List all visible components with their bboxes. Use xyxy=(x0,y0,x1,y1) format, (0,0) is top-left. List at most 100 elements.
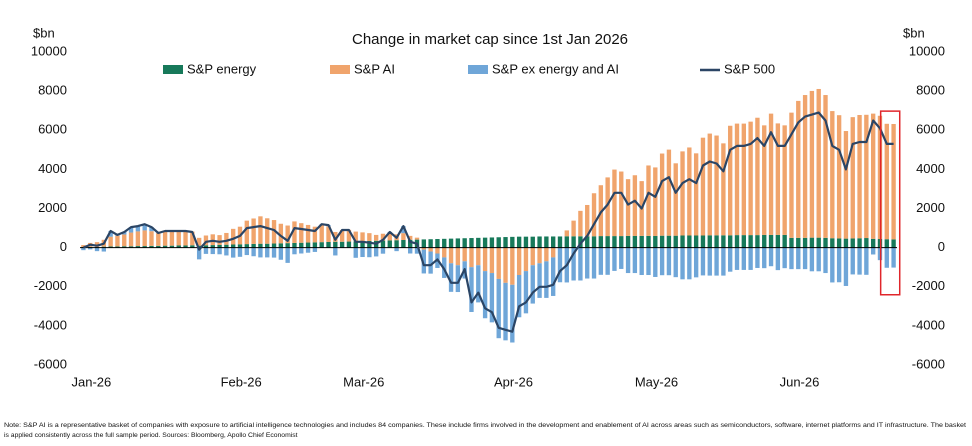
bar xyxy=(755,235,760,248)
bar xyxy=(796,100,801,238)
bar xyxy=(891,239,896,248)
bar xyxy=(796,237,801,248)
x-tick-label: Jan-26 xyxy=(72,374,112,389)
bar xyxy=(496,247,501,279)
bar xyxy=(768,234,774,248)
bar xyxy=(442,238,447,248)
bar xyxy=(544,247,549,262)
bar xyxy=(81,245,86,248)
bar xyxy=(394,240,399,248)
bar xyxy=(326,241,331,248)
bar xyxy=(551,257,556,296)
bar xyxy=(768,247,774,267)
bar xyxy=(693,235,699,248)
bar xyxy=(122,231,127,235)
y-tick-label: 6000 xyxy=(38,122,67,137)
bar xyxy=(530,265,535,304)
bar xyxy=(755,117,760,236)
bar xyxy=(857,238,862,248)
bar xyxy=(156,233,161,246)
bar xyxy=(135,226,141,232)
bar xyxy=(428,251,433,274)
bar xyxy=(122,246,127,248)
bar xyxy=(448,263,454,292)
bar xyxy=(516,275,522,318)
bar xyxy=(496,237,501,248)
bar xyxy=(748,247,753,270)
legend-label: S&P ex energy and AI xyxy=(492,61,619,76)
bar xyxy=(734,247,740,270)
y-tick-label: -4000 xyxy=(34,317,67,332)
line-series xyxy=(82,111,894,333)
bar xyxy=(891,247,896,268)
bar xyxy=(176,231,181,246)
bar xyxy=(408,235,413,240)
bar xyxy=(864,114,869,239)
bar xyxy=(544,261,549,298)
bar xyxy=(299,247,304,254)
bar xyxy=(135,246,141,248)
bar xyxy=(864,238,869,248)
bar xyxy=(380,233,386,241)
bar xyxy=(816,88,821,238)
bar xyxy=(809,237,815,248)
bar xyxy=(373,234,379,241)
bar xyxy=(414,237,420,240)
bar xyxy=(748,235,753,248)
bar xyxy=(108,246,113,248)
y-tick-label: 2000 xyxy=(38,200,67,215)
bar xyxy=(721,247,726,276)
bar xyxy=(265,243,270,248)
bar xyxy=(571,236,576,248)
legend-label: S&P energy xyxy=(187,61,257,76)
bar xyxy=(271,247,277,258)
bar xyxy=(612,247,617,271)
bar xyxy=(557,247,563,283)
bar xyxy=(122,234,127,247)
bar xyxy=(823,237,828,248)
bar xyxy=(251,247,256,257)
footnote: is applied consistently across the full … xyxy=(4,432,298,439)
bar xyxy=(659,153,665,236)
bar xyxy=(782,247,787,269)
bar xyxy=(639,247,644,276)
bar xyxy=(88,247,93,250)
bar xyxy=(482,247,488,272)
bar xyxy=(571,220,576,237)
bar xyxy=(442,247,447,258)
bar xyxy=(142,246,147,248)
bar xyxy=(169,230,175,246)
bar xyxy=(128,232,134,247)
bar xyxy=(373,247,379,257)
bar xyxy=(830,111,835,239)
bar xyxy=(830,247,835,283)
bar xyxy=(387,240,392,248)
y2-tick-label: 10000 xyxy=(909,43,945,58)
bar xyxy=(666,149,672,236)
bar xyxy=(128,246,134,248)
bar xyxy=(843,131,849,239)
bar xyxy=(870,247,876,255)
bar xyxy=(292,221,297,243)
bar xyxy=(741,247,746,270)
bar xyxy=(728,125,733,236)
bar xyxy=(401,239,406,248)
bar xyxy=(789,247,794,270)
bar xyxy=(551,236,556,248)
bar xyxy=(251,243,256,248)
bar xyxy=(591,193,597,237)
footnote: Note: S&P AI is a representative basket … xyxy=(4,422,966,429)
bar xyxy=(414,247,420,254)
bar xyxy=(244,247,249,256)
bar xyxy=(598,247,604,275)
bar xyxy=(510,236,515,248)
bar xyxy=(578,210,583,237)
bar xyxy=(183,231,188,246)
bar xyxy=(462,247,467,262)
y-axis-label: $bn xyxy=(33,25,55,40)
bar xyxy=(360,232,365,242)
bar xyxy=(339,230,345,242)
bar xyxy=(612,236,617,248)
bar xyxy=(646,165,651,236)
bar xyxy=(333,231,338,242)
